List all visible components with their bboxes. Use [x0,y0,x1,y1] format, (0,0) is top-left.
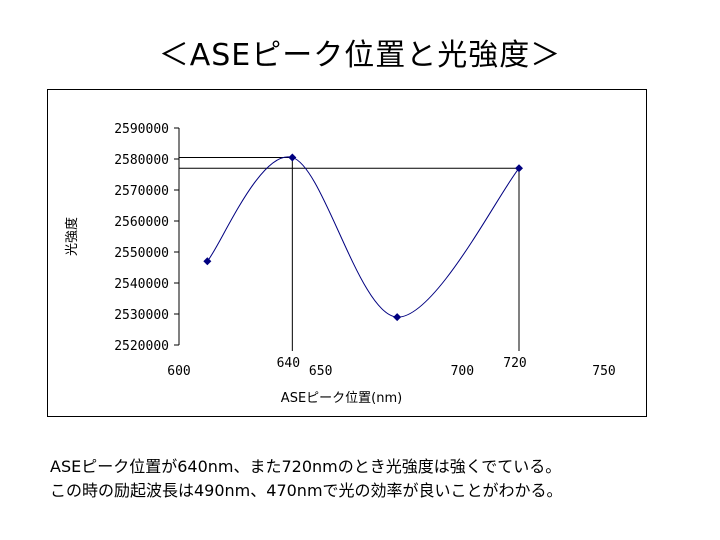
y-tick-label: 2520000 [114,339,169,354]
annotation-label: 720 [503,356,526,371]
y-tick-label: 2590000 [114,122,169,137]
y-axis-title: 光強度 [64,217,80,256]
y-tick-label: 2580000 [114,153,169,168]
y-tick-label: 2570000 [114,184,169,199]
x-axis-title: ASEピーク位置(nm) [281,391,402,406]
data-point [288,153,297,162]
series-line [206,156,520,318]
x-tick-label: 600 [167,364,190,379]
slide-title: ＜ASEピーク位置と光強度＞ [158,38,562,73]
y-tick-label: 2550000 [114,246,169,261]
x-tick-label: 750 [592,364,615,379]
x-tick-label: 650 [309,364,332,379]
data-point [203,257,212,266]
y-tick-label: 2540000 [114,277,169,292]
chart-frame: 2520000 2530000 2540000 2550000 2560000 25700… [47,89,647,417]
y-tick-label: 2560000 [114,215,169,230]
data-point [515,164,523,173]
chart: 2520000 2530000 2540000 2550000 2560000 25700… [64,122,616,406]
x-tick-label: 700 [451,364,474,379]
caption-line-1: ASEピーク位置が640nm、また720nmのとき光強度は強くでている。 [50,457,562,476]
y-tick-label: 2530000 [114,308,169,323]
data-point [393,313,402,322]
annotation-label: 640 [277,356,300,371]
caption-line-2: この時の励起波長は490nm、470nmで光の効率が良いことがわかる。 [50,481,563,500]
